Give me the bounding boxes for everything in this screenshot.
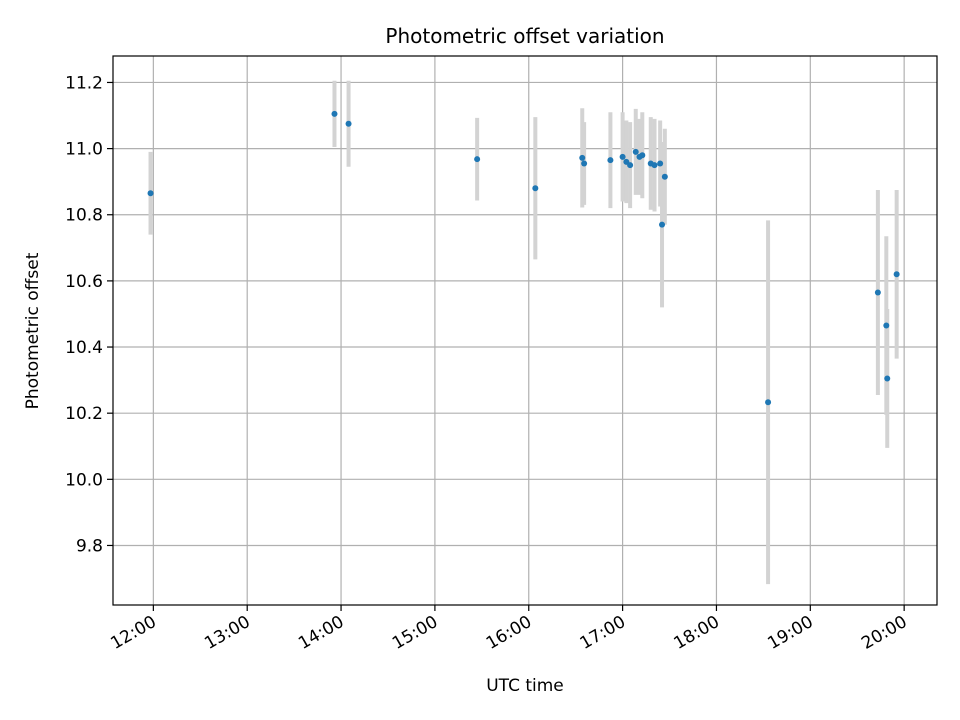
y-tick-label: 11.0 [65,140,103,160]
data-point [607,157,614,164]
x-tick-label: 13:00 [201,612,253,654]
x-tick-label: 20:00 [858,612,910,654]
data-point [659,221,666,228]
x-axis-label: UTC time [486,676,564,696]
y-tick-label: 9.8 [76,536,103,556]
x-tick-label: 14:00 [295,612,347,654]
y-tick-label: 10.6 [65,272,103,292]
data-point [893,271,900,278]
data-point [345,120,352,127]
y-tick-label: 10.8 [65,206,103,226]
x-tick-label: 15:00 [389,612,441,654]
y-axis-label: Photometric offset [23,252,43,409]
y-tick-label: 11.2 [65,73,103,93]
axis-ticks: 12:00 13:00 14:00 15:00 16:00 17:00 18:00 19:00… [65,73,911,653]
chart-title: Photometric offset variation [385,24,664,48]
x-tick-label: 18:00 [671,612,723,654]
data-point [581,160,588,167]
data-point [765,399,772,406]
data-point [619,153,626,160]
data-point [884,375,891,382]
data-point [657,160,664,167]
y-tick-label: 10.0 [65,470,103,490]
data-point [661,173,668,180]
y-tick-label: 10.4 [65,338,103,358]
data-point [532,185,539,192]
data-points [147,110,900,406]
data-point [147,190,154,197]
data-point [883,322,890,329]
data-point [632,148,639,155]
grid [113,56,937,605]
x-tick-label: 19:00 [764,612,816,654]
data-point [579,154,586,161]
data-point [651,162,658,169]
data-point [874,289,881,296]
x-tick-label: 16:00 [483,612,535,654]
x-tick-label: 12:00 [107,612,159,654]
data-point [639,152,646,159]
data-point [331,110,338,117]
data-point [474,156,481,163]
y-tick-label: 10.2 [65,404,103,424]
data-point [627,162,634,169]
errorbars [148,80,899,585]
plot-area-frame [112,55,938,606]
x-tick-label: 17:00 [577,612,629,654]
